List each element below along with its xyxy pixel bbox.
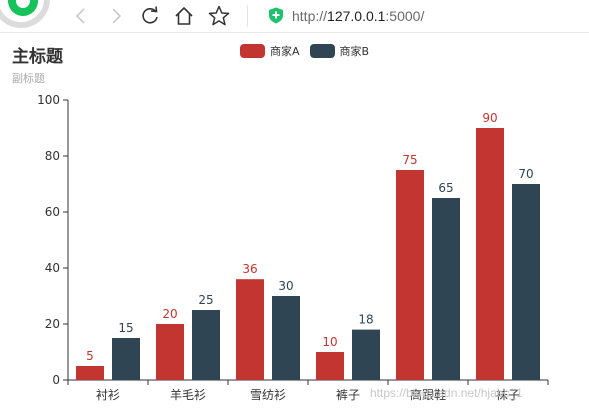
y-tick-label: 20: [45, 317, 60, 331]
chart-legend: 商家A 商家B: [240, 43, 379, 59]
bar-series-a: [156, 324, 184, 380]
bar-series-a: [476, 128, 504, 380]
legend-swatch-series-a: [240, 44, 265, 58]
data-label-series-b: 18: [358, 313, 373, 327]
x-tick-label: 衬衫: [96, 388, 120, 402]
data-label-series-b: 15: [118, 321, 133, 335]
toolbar-separator: [247, 5, 248, 27]
x-tick-label: 雪纺衫: [250, 388, 286, 402]
forward-arrow-icon[interactable]: [103, 3, 129, 29]
bar-series-a: [316, 352, 344, 380]
bar-series-b: [352, 329, 380, 380]
bar-series-b: [432, 198, 460, 380]
bar-series-b: [192, 310, 220, 380]
legend-item-series-a[interactable]: 商家A: [240, 43, 300, 59]
chart-subtitle: 副标题: [12, 72, 45, 85]
bar-series-a: [396, 170, 424, 380]
bar-series-b: [272, 296, 300, 380]
browser-toolbar: http://127.0.0.1:5000/: [0, 0, 589, 33]
x-tick-label: 高跟鞋: [410, 387, 446, 402]
chart-title: 主标题: [12, 47, 63, 67]
y-tick-label: 100: [37, 93, 60, 107]
data-label-series-a: 90: [482, 111, 497, 125]
star-icon[interactable]: [206, 3, 232, 29]
watermark-text: https://blog.csdn.net/hjabc_1: [370, 386, 523, 400]
data-label-series-b: 25: [198, 293, 213, 307]
x-tick-label: 袜子: [496, 388, 520, 402]
data-label-series-a: 20: [162, 307, 177, 321]
data-label-series-b: 65: [438, 181, 453, 195]
legend-swatch-series-b: [309, 44, 335, 58]
data-label-series-b: 70: [518, 167, 533, 181]
y-tick-label: 80: [45, 149, 60, 163]
url-host: 127.0.0.1: [327, 8, 386, 24]
reload-icon[interactable]: [137, 3, 163, 29]
url-port: :5000/: [385, 8, 425, 24]
address-bar[interactable]: http://127.0.0.1:5000/: [292, 6, 424, 26]
bar-series-b: [112, 338, 140, 380]
url-prefix: http://: [292, 8, 328, 24]
bar-series-a: [236, 279, 264, 380]
y-tick-label: 0: [52, 373, 60, 387]
shield-icon[interactable]: [268, 7, 284, 24]
bar-series-a: [76, 366, 104, 380]
data-label-series-a: 5: [86, 349, 94, 363]
data-label-series-a: 75: [402, 153, 417, 167]
legend-label-series-b: 商家B: [339, 45, 370, 58]
data-label-series-a: 10: [322, 335, 337, 349]
legend-label-series-a: 商家A: [270, 45, 300, 58]
data-label-series-a: 36: [242, 262, 257, 276]
back-arrow-icon[interactable]: [68, 3, 94, 29]
bar-series-b: [512, 184, 540, 380]
y-tick-label: 60: [45, 205, 60, 219]
legend-item-series-b[interactable]: 商家B: [309, 43, 370, 59]
y-tick-label: 40: [45, 261, 60, 275]
x-tick-label: 裤子: [336, 388, 360, 402]
data-label-series-b: 30: [278, 279, 293, 293]
x-tick-label: 羊毛衫: [170, 387, 206, 402]
home-icon[interactable]: [171, 3, 197, 29]
